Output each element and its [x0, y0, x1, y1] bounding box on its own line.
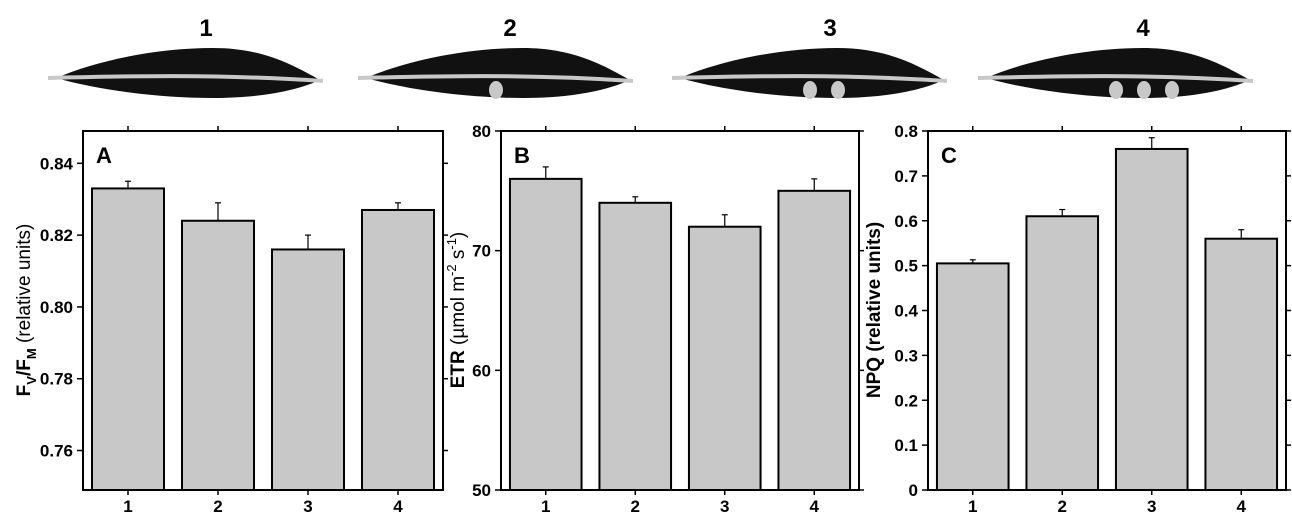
ylabel-units: (relative units)	[14, 224, 35, 349]
ylabel-f: F	[14, 385, 35, 397]
y-tick-label: 0.2	[894, 391, 918, 410]
x-tick-label: 3	[303, 497, 312, 516]
ylabel-sub-m: M	[24, 348, 39, 359]
ylabel-units: (µmol m	[448, 276, 469, 350]
y-tick-label: 0.80	[40, 298, 73, 317]
leaf-3: 3	[671, 15, 948, 99]
y-tick-label: 0.78	[40, 370, 73, 389]
y-tick-label: 0.8	[894, 122, 918, 141]
bar	[935, 262, 1010, 491]
y-tick-label: 50	[472, 481, 491, 500]
plot-frame	[927, 130, 1287, 491]
ylabel-close: )	[448, 232, 469, 238]
y-ticks: 0.76 0.78 0.80 0.82 0.84 1 2 3 4	[40, 126, 448, 516]
lesion-spot	[831, 81, 845, 99]
bar	[1025, 215, 1100, 491]
y-tick-label: 0.6	[894, 212, 918, 231]
leaf-label: 2	[503, 15, 516, 42]
leaf-label: 3	[823, 15, 836, 42]
y-tick-label: 0.4	[894, 302, 918, 321]
lesion-spot	[1137, 81, 1151, 99]
leaf-vein	[977, 74, 1254, 83]
y-tick-label: 80	[472, 122, 491, 141]
y-tick-label: 0.7	[894, 167, 918, 186]
x-tick-label: 1	[123, 497, 132, 516]
plot-frame	[500, 130, 860, 491]
x-tick-label: 1	[541, 497, 550, 516]
x-tick-label: 2	[213, 497, 222, 516]
ylabel-sub-v: V	[24, 376, 39, 385]
y-tick-label: 60	[472, 361, 491, 380]
leaf-label: 1	[199, 15, 212, 42]
bar	[1114, 147, 1189, 491]
x-tick-label: 4	[393, 497, 403, 516]
x-tick-label: 2	[631, 497, 640, 516]
leaf-vein	[47, 74, 324, 83]
bar	[1204, 237, 1279, 491]
ylabel-s: s	[448, 250, 469, 265]
y-tick-label: 0.3	[894, 346, 918, 365]
panel-label: A	[96, 143, 112, 168]
ylabel-etr: ETR	[448, 350, 469, 388]
lesion-spot	[803, 81, 817, 99]
bar	[361, 208, 435, 491]
panel-label: B	[514, 143, 530, 168]
chart-panel-c: 0 0.1 0.2 0.3 0.4 0.5 0.6 0.7 0.8 1 2 3 4 C NPQ (rel…	[864, 122, 1291, 516]
x-tick-label: 1	[968, 497, 977, 516]
leaf-vein	[671, 74, 948, 83]
bar	[777, 189, 852, 491]
chart-panel-b: 50 60 70 80 1 2 3 4 B ETR (µmol m-2 s-1)	[444, 122, 864, 516]
y-axis-label: NPQ (relative units)	[864, 222, 885, 398]
x-tick-label: 4	[1237, 497, 1247, 516]
bars	[508, 166, 852, 492]
y-tick-label: 0.82	[40, 226, 73, 245]
leaf-1: 1	[47, 15, 324, 98]
leaf-body	[56, 48, 320, 98]
y-tick-label: 0.84	[40, 154, 74, 173]
leaf-4: 4	[977, 15, 1254, 99]
y-tick-label: 0.76	[40, 442, 73, 461]
ylabel-slash-f: /F	[14, 359, 35, 376]
leaf-body	[366, 48, 630, 98]
lesion-spot	[1165, 81, 1179, 99]
bar	[181, 219, 255, 491]
bars	[91, 180, 435, 491]
x-tick-label: 3	[1147, 497, 1156, 516]
leaf-body	[986, 48, 1250, 98]
y-tick-label: 0.5	[894, 257, 918, 276]
chart-panel-a: 0.76 0.78 0.80 0.82 0.84 1 2 3 4 A FV/FM (relati…	[14, 126, 448, 516]
y-tick-label: 0.1	[894, 436, 918, 455]
bar	[687, 225, 762, 491]
x-tick-label: 2	[1058, 497, 1067, 516]
leaf-label: 4	[1136, 15, 1150, 42]
bar	[91, 187, 165, 491]
y-axis-label: FV/FM (relative units)	[14, 224, 39, 397]
bars	[935, 137, 1279, 491]
leaf-body	[680, 48, 944, 98]
ylabel-sup-s: -1	[444, 238, 459, 250]
bar	[598, 201, 673, 492]
ylabel-sup-m: -2	[444, 264, 459, 276]
leaf-row: 1 2 3 4	[47, 15, 1254, 99]
x-tick-label: 4	[810, 497, 820, 516]
lesion-spot	[489, 81, 503, 99]
plot-frame	[82, 130, 444, 491]
bar	[508, 177, 583, 491]
bar	[271, 248, 345, 491]
leaf-vein	[357, 74, 634, 83]
y-axis-label: ETR (µmol m-2 s-1)	[444, 232, 469, 389]
lesion-spot	[1109, 81, 1123, 99]
y-tick-label: 70	[472, 242, 491, 261]
x-tick-label: 3	[720, 497, 729, 516]
y-ticks: 50 60 70 80 1 2 3 4	[472, 122, 864, 516]
leaf-2: 2	[357, 15, 634, 99]
panel-label: C	[941, 143, 957, 168]
y-tick-label: 0	[909, 481, 918, 500]
